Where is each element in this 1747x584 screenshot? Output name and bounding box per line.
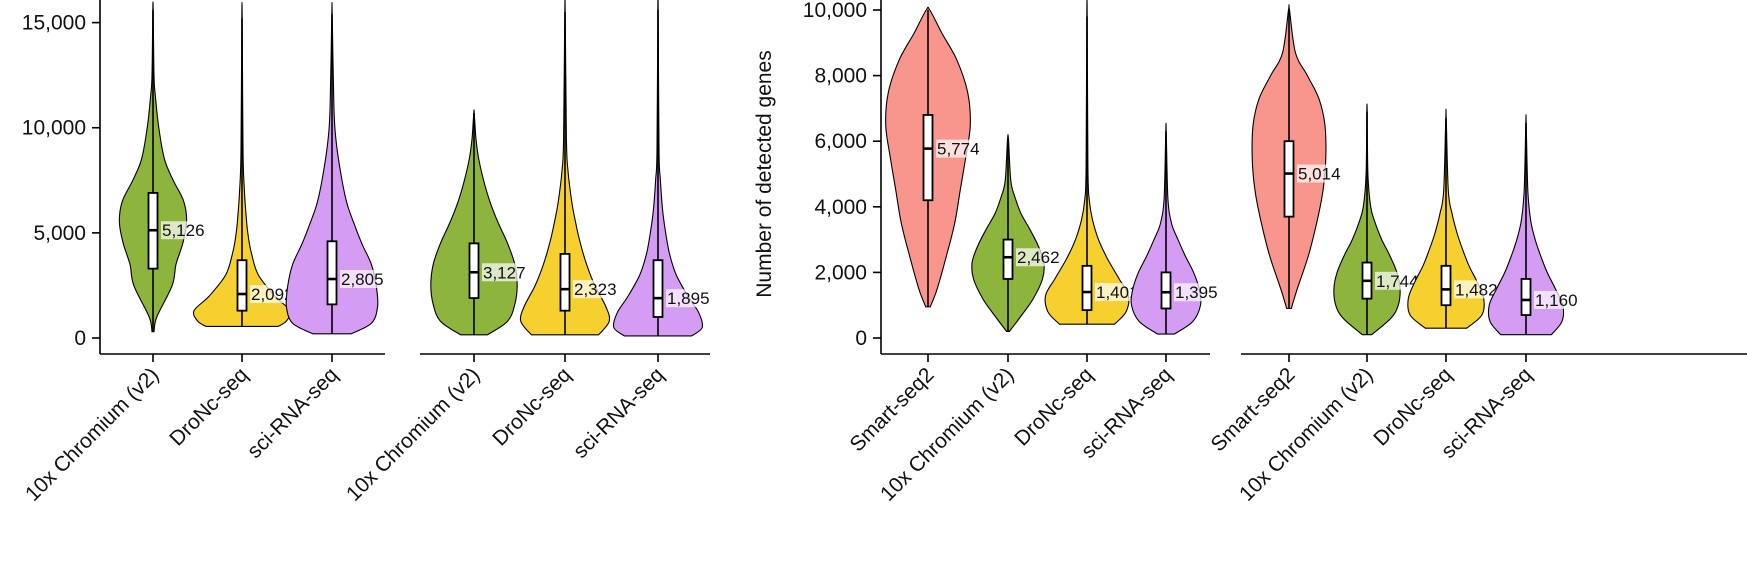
y-tick-label: 8,000 bbox=[814, 65, 867, 88]
median-label-bg bbox=[573, 280, 618, 299]
violin-dronc-seq: 1,401 bbox=[1044, 0, 1140, 325]
x-tick-label: DroNc-seq bbox=[165, 363, 252, 450]
violin-smart-seq2: 5,774 bbox=[885, 6, 981, 308]
median-label-bg bbox=[482, 263, 527, 282]
median-label: 3,127 bbox=[483, 263, 526, 282]
box bbox=[1002, 238, 1014, 280]
box bbox=[1520, 278, 1532, 316]
violin-10x-chromium-v2: 2,462 bbox=[971, 133, 1061, 332]
x-tick-label: DroNc-seq bbox=[1369, 363, 1456, 450]
y-tick-label: 2,000 bbox=[814, 261, 867, 284]
median-label-bg bbox=[250, 285, 295, 304]
median-label: 1,401 bbox=[1096, 283, 1139, 302]
x-tick-label: 10x Chromium (v2) bbox=[1235, 363, 1378, 506]
x-tick-label: sci-RNA-seq bbox=[243, 363, 343, 463]
violin-10x-chromium-v2: 5,126 bbox=[118, 1, 206, 333]
box bbox=[1081, 264, 1093, 312]
violin-smart-seq2: 5,014 bbox=[1251, 4, 1342, 310]
box bbox=[1283, 140, 1295, 218]
median-label-bg bbox=[1534, 290, 1579, 309]
x-tick-label: DroNc-seq bbox=[488, 363, 575, 450]
box bbox=[559, 252, 571, 312]
box bbox=[922, 114, 934, 202]
median-label-bg bbox=[161, 221, 206, 240]
y-tick-label: 10,000 bbox=[22, 117, 86, 140]
violin-sci-rna-seq: 1,395 bbox=[1130, 122, 1219, 335]
violin-dronc-seq: 2,323 bbox=[519, 0, 618, 336]
violin-sci-rna-seq: 1,160 bbox=[1487, 114, 1579, 336]
violin-panel-2: 3,127 10x Chromium (v2) 2,323 DroNc-seq 1,89… bbox=[342, 0, 711, 506]
median-label: 1,895 bbox=[667, 289, 710, 308]
median-label: 1,395 bbox=[1175, 283, 1218, 302]
box bbox=[1440, 264, 1452, 307]
median-label-bg bbox=[1016, 248, 1061, 267]
median-label: 2,323 bbox=[574, 280, 617, 299]
box bbox=[652, 259, 664, 318]
y-tick-label: 0 bbox=[74, 327, 86, 350]
median-label: 2,092 bbox=[251, 285, 294, 304]
box bbox=[468, 242, 480, 299]
violin-10x-chromium-v2: 1,744 bbox=[1333, 103, 1420, 336]
median-label-bg bbox=[340, 270, 385, 289]
violin-dronc-seq: 1,482 bbox=[1407, 108, 1499, 329]
median-label: 1,744 bbox=[1376, 272, 1419, 291]
box bbox=[1160, 271, 1172, 310]
median-label-bg bbox=[1297, 164, 1342, 183]
x-tick-label: 10x Chromium (v2) bbox=[342, 363, 485, 506]
median-label-bg bbox=[666, 289, 711, 308]
median-label-bg bbox=[1174, 283, 1219, 302]
median-label-bg bbox=[1375, 271, 1420, 290]
violin-sci-rna-seq: 2,805 bbox=[285, 2, 385, 335]
median-label: 5,126 bbox=[162, 221, 205, 240]
median-label-bg bbox=[936, 139, 981, 158]
y-tick-label: 10,000 bbox=[803, 0, 867, 22]
y-tick-label: 0 bbox=[855, 327, 867, 350]
violin-panel-3: 0 2,000 4,000 6,000 8,000 10,000 Number of det… bbox=[753, 0, 1219, 506]
y-tick-label: 4,000 bbox=[814, 196, 867, 219]
median-label-bg bbox=[1095, 283, 1140, 302]
x-tick-label: sci-RNA-seq bbox=[569, 363, 669, 463]
median-label-bg bbox=[1454, 280, 1499, 299]
median-label: 1,482 bbox=[1455, 280, 1498, 299]
median-label: 1,160 bbox=[1535, 291, 1578, 310]
violin-10x-chromium-v2: 3,127 bbox=[430, 109, 527, 336]
box bbox=[326, 240, 338, 306]
median-label: 5,774 bbox=[937, 140, 980, 159]
x-tick-label: DroNc-seq bbox=[1010, 363, 1097, 450]
y-axis-title: Number of detected genes bbox=[753, 50, 776, 298]
median-label: 2,805 bbox=[341, 270, 384, 289]
y-tick-label: 6,000 bbox=[814, 130, 867, 153]
x-tick-label: 10x Chromium (v2) bbox=[21, 363, 164, 506]
violin-sci-rna-seq: 1,895 bbox=[612, 0, 711, 337]
y-tick-label: 15,000 bbox=[22, 12, 86, 35]
box bbox=[236, 259, 248, 312]
median-label: 2,462 bbox=[1017, 248, 1060, 267]
violin-panel-1: 0 5,000 10,000 15,000 5,126 10x Chromium (v2)… bbox=[21, 0, 385, 506]
violin-dronc-seq: 2,092 bbox=[192, 1, 295, 327]
y-tick-label: 5,000 bbox=[33, 222, 86, 245]
x-tick-label: 10x Chromium (v2) bbox=[876, 363, 1019, 506]
median-label: 5,014 bbox=[1298, 165, 1341, 184]
